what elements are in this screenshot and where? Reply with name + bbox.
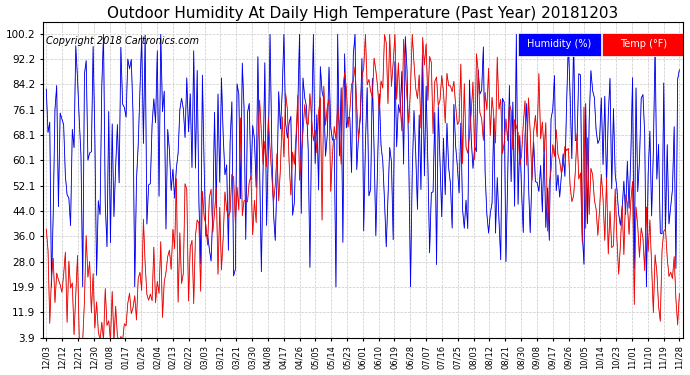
FancyBboxPatch shape [602, 33, 685, 56]
FancyBboxPatch shape [518, 33, 601, 56]
Text: Humidity (%): Humidity (%) [527, 39, 591, 49]
Text: Copyright 2018 Cartronics.com: Copyright 2018 Cartronics.com [46, 36, 199, 46]
Title: Outdoor Humidity At Daily High Temperature (Past Year) 20181203: Outdoor Humidity At Daily High Temperatu… [107, 6, 618, 21]
Text: Temp (°F): Temp (°F) [620, 39, 667, 49]
